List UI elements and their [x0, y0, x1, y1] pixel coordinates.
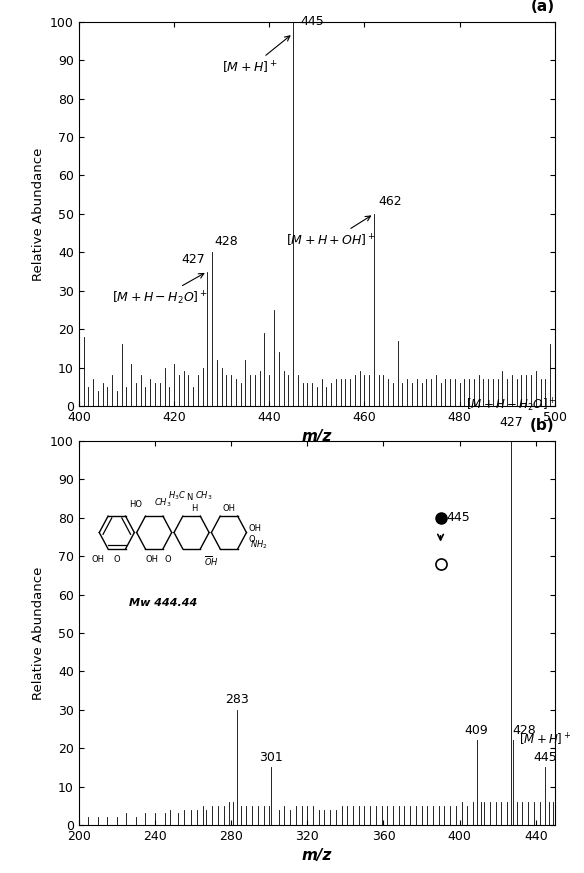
Text: $[M+H-H_2O]^+$: $[M+H-H_2O]^+$ — [466, 396, 556, 414]
Text: 283: 283 — [225, 693, 249, 706]
Text: $[M+H]^+$: $[M+H]^+$ — [519, 732, 571, 748]
Text: OH: OH — [223, 504, 235, 513]
Text: 427: 427 — [499, 416, 523, 430]
Text: 445: 445 — [533, 751, 557, 764]
Text: 462: 462 — [378, 196, 402, 208]
Text: $\overline{O}H$: $\overline{O}H$ — [204, 554, 219, 568]
Text: Mw 444.44: Mw 444.44 — [130, 598, 197, 608]
Text: OH: OH — [92, 555, 105, 565]
Text: 428: 428 — [214, 236, 238, 249]
Text: $NH_2$: $NH_2$ — [250, 539, 267, 551]
Text: 301: 301 — [259, 751, 283, 764]
Text: 445: 445 — [300, 16, 324, 28]
Text: O: O — [249, 534, 255, 544]
Y-axis label: Relative Abundance: Relative Abundance — [32, 148, 44, 280]
Text: (a): (a) — [531, 0, 555, 14]
Text: 445: 445 — [446, 512, 470, 524]
Text: $[M+H]^+$: $[M+H]^+$ — [223, 36, 290, 76]
Text: 428: 428 — [512, 724, 536, 737]
X-axis label: m/z: m/z — [301, 849, 332, 863]
Text: $[M+H+OH]^+$: $[M+H+OH]^+$ — [286, 216, 376, 249]
Text: $CH_3$: $CH_3$ — [154, 496, 172, 508]
Text: N: N — [186, 493, 192, 502]
Text: H: H — [191, 504, 197, 513]
Y-axis label: Relative Abundance: Relative Abundance — [32, 567, 44, 699]
Text: 409: 409 — [465, 724, 489, 737]
Text: OH: OH — [249, 524, 262, 533]
Text: $[M+H-H_2O]^+$: $[M+H-H_2O]^+$ — [112, 273, 208, 307]
Text: O: O — [113, 555, 120, 565]
X-axis label: m/z: m/z — [301, 430, 332, 444]
Text: HO: HO — [130, 499, 142, 508]
Text: O: O — [165, 555, 172, 565]
Text: $CH_3$: $CH_3$ — [194, 490, 212, 502]
Text: OH: OH — [145, 555, 158, 565]
Text: $H_3C$: $H_3C$ — [169, 490, 186, 502]
Text: (b): (b) — [530, 418, 555, 433]
Text: 427: 427 — [181, 253, 205, 265]
